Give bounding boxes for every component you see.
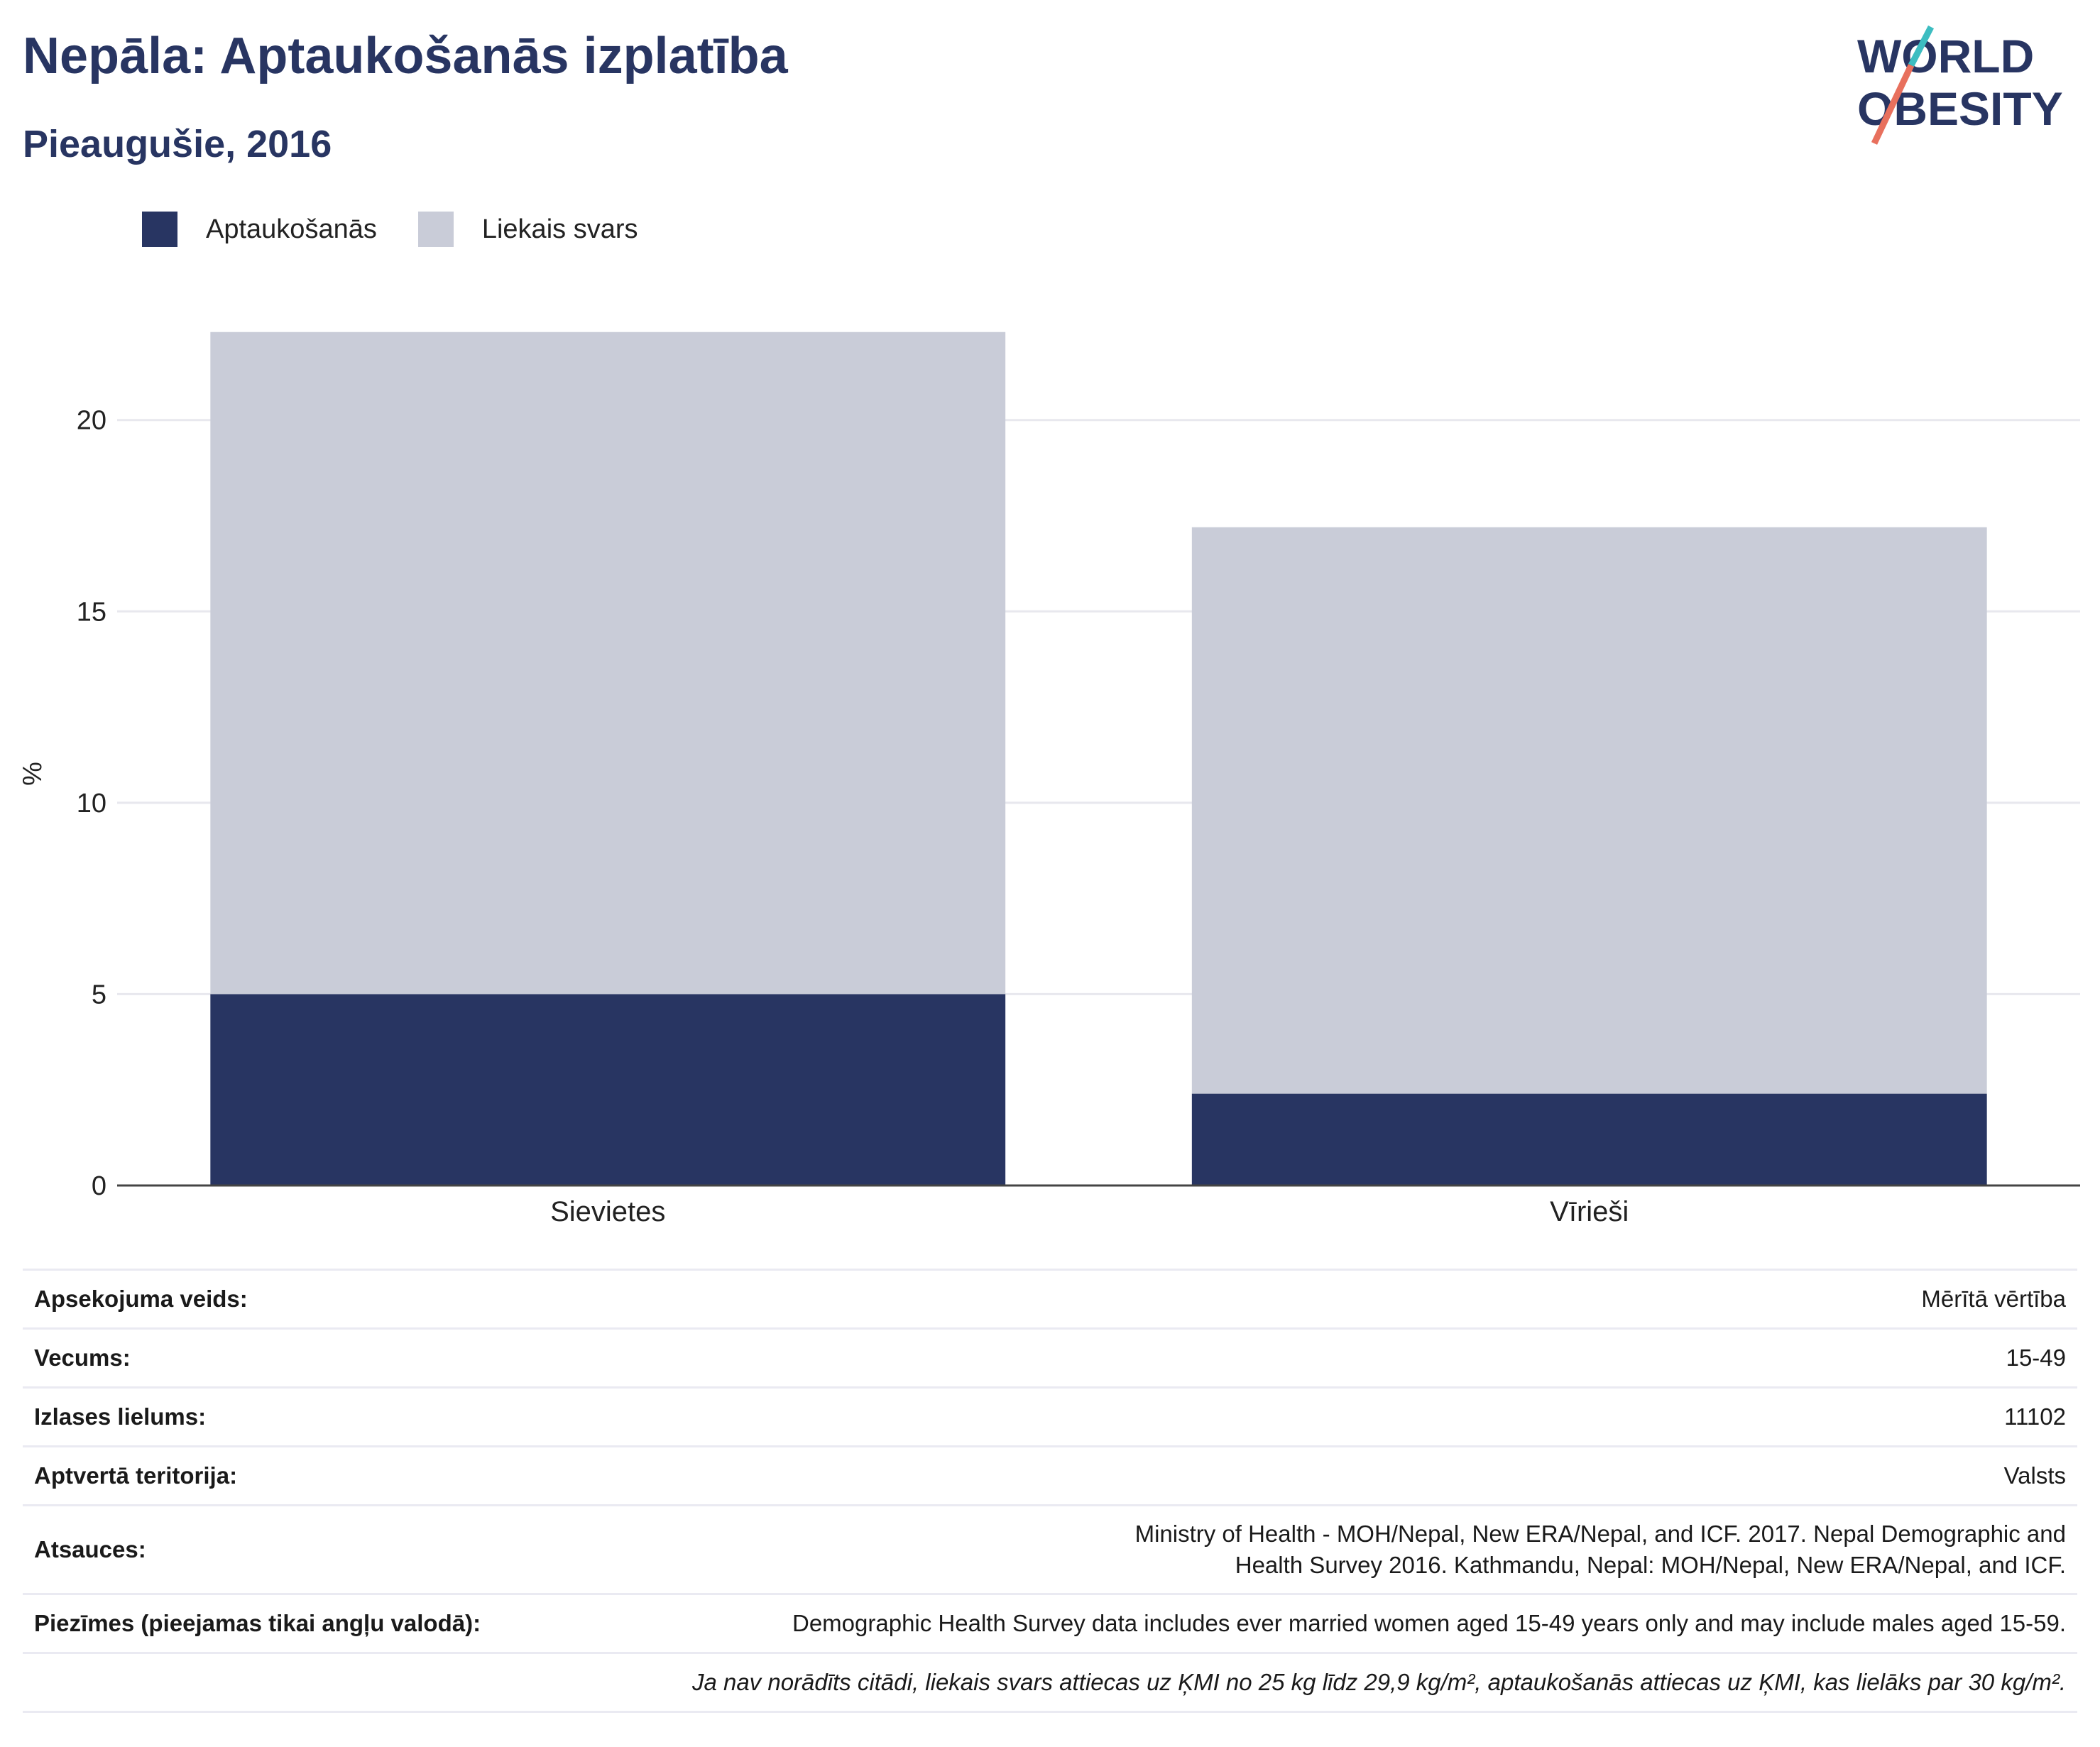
table-key: Vecums: — [23, 1327, 493, 1388]
legend-item-obesity: Aptaukošanās — [142, 212, 377, 247]
legend-label-overweight: Liekais svars — [481, 214, 638, 244]
table-row: Atsauces: Ministry of Health - MOH/Nepal,… — [23, 1504, 2077, 1594]
metadata-table: Apsekojuma veids: Mērītā vērtība Vecums: 15… — [23, 1269, 2077, 1713]
logo-word-1: WORLD — [1857, 30, 2034, 82]
table-key: Aptvertā teritorija: — [23, 1445, 493, 1506]
table-value: 15-49 — [492, 1327, 2077, 1388]
table-key: Apsekojuma veids: — [23, 1269, 493, 1329]
table-value: Ministry of Health - MOH/Nepal, New ERA/… — [492, 1504, 2077, 1594]
y-tick-label: 10 — [77, 789, 106, 818]
x-tick-label: Sievietes — [550, 1196, 665, 1227]
table-value: 11102 — [492, 1386, 2077, 1447]
table-row: Vecums: 15-49 — [23, 1327, 2077, 1388]
axes: 0 5 10 15 20 Sievietes Vīrieši — [77, 406, 2080, 1227]
page-subtitle: Pieaugušie, 2016 — [23, 123, 332, 165]
page-title: Nepāla: Aptaukošanās izplatība — [23, 28, 788, 84]
table-row: Piezīmes (pieejamas tikai angļu valodā):… — [23, 1593, 2077, 1653]
table-value: Valsts — [492, 1445, 2077, 1506]
legend-swatch-overweight — [417, 212, 454, 247]
legend: Aptaukošanās Liekais svars — [142, 212, 679, 247]
logo-slash-coral — [1871, 64, 1915, 145]
table-row: Izlases lielums: 11102 — [23, 1386, 2077, 1447]
legend-swatch-obesity — [142, 212, 177, 247]
table-key: Piezīmes (pieejamas tikai angļu valodā): — [23, 1593, 493, 1653]
legend-label-obesity: Aptaukošanās — [206, 214, 377, 244]
table-value: Mērītā vērtība — [492, 1269, 2077, 1329]
y-tick-label: 5 — [92, 980, 106, 1009]
y-tick-label: 20 — [77, 406, 106, 436]
table-value: Demographic Health Survey data includes … — [492, 1593, 2077, 1653]
x-tick-label: Vīrieši — [1550, 1196, 1629, 1227]
bars — [210, 332, 1987, 1185]
table-key: Izlases lielums: — [23, 1386, 493, 1447]
y-tick-label: 0 — [92, 1171, 106, 1201]
table-row: Ja nav norādīts citādi, liekais svars at… — [23, 1652, 2077, 1713]
bar-overweight-2 — [1191, 527, 1987, 1094]
table-value: Ja nav norādīts citādi, liekais svars at… — [492, 1652, 2077, 1713]
bar-overweight-1 — [210, 332, 1006, 995]
legend-item-overweight: Liekais svars — [417, 212, 638, 247]
bar-obesity-1 — [210, 994, 1006, 1185]
y-tick-label: 15 — [77, 597, 106, 627]
table-row: Apsekojuma veids: Mērītā vērtība — [23, 1269, 2077, 1329]
logo-slash-teal — [1908, 25, 1934, 67]
world-obesity-logo: WORLD OBESITY — [1857, 25, 2063, 145]
stacked-bar-chart: 0 5 10 15 20 Sievietes Vīrieši % — [18, 332, 2080, 1227]
bar-obesity-2 — [1191, 1093, 1987, 1185]
table-key: Atsauces: — [23, 1504, 493, 1594]
table-key — [23, 1652, 493, 1713]
table-row: Aptvertā teritorija: Valsts — [23, 1445, 2077, 1506]
y-axis-label: % — [18, 762, 48, 786]
